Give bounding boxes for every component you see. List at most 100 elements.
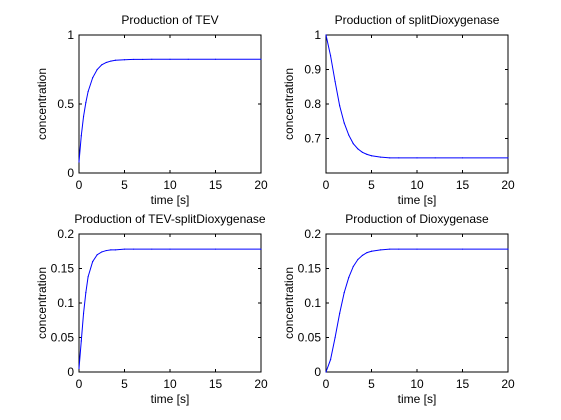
y-tick-label: 0 [67,365,74,379]
data-point [329,358,332,361]
data-point [110,249,112,251]
y-axis-label: concentration [282,68,296,140]
data-point [380,156,382,158]
x-tick-label: 20 [254,377,268,391]
axes-box [78,34,262,174]
y-tick-label: 0 [67,166,74,180]
x-tick-label: 10 [163,178,177,192]
y-tick-label: 0.2 [304,227,321,241]
x-axis-label: time [s] [151,193,190,207]
y-tick-label: 0.05 [51,331,75,345]
data-point [133,248,135,250]
data-point [110,60,112,62]
data-point [142,58,144,61]
data-point [101,251,103,253]
data-point [101,64,103,66]
data-point [334,80,336,83]
data-point [361,254,363,256]
data-point [339,105,341,107]
data-point [260,248,262,250]
x-tick-label: 15 [456,178,470,192]
x-tick-label: 5 [121,377,128,391]
data-point [133,58,135,61]
data-point [343,292,345,294]
chart-panel-2: Production of splitDioxygenase 0 5 10 15 20 0.… [282,13,515,207]
data-point [82,115,85,118]
data-point [380,249,382,251]
x-tick-label: 10 [410,377,424,391]
data-point [78,367,80,370]
data-point [260,58,262,60]
data-point [169,58,171,60]
data-point [151,58,153,60]
data-point [357,148,359,150]
x-axis-label: time [s] [398,392,437,406]
data-point [87,90,89,93]
data-point [339,312,341,314]
x-tick-label: 10 [163,377,177,391]
data-point [87,276,89,278]
data-point [357,258,359,261]
y-tick-label: 0.1 [57,296,74,310]
y-tick-label: 0.7 [304,132,321,146]
data-point [334,336,336,339]
data-point [389,248,391,250]
y-tick-label: 0.15 [51,262,75,276]
x-tick-label: 15 [209,178,223,192]
chart-panel-1: Production of TEV 0 5 10 15 20 0 0.5 1 time [s] co… [35,13,268,207]
data-point [352,143,354,145]
data-point [214,248,217,250]
x-tick-label: 0 [323,377,330,391]
x-tick-label: 5 [121,178,128,192]
data-point [78,161,80,163]
data-point [80,340,82,342]
data-point [92,261,94,263]
y-tick-label: 1 [67,28,74,42]
x-tick-label: 5 [368,178,375,192]
data-point [343,122,345,124]
y-axis-label: concentration [35,267,49,339]
data-point [398,157,400,159]
data-point [187,58,189,60]
y-tick-label: 0.15 [298,262,322,276]
axes-box [78,233,262,373]
x-tick-label: 5 [368,377,375,391]
data-point [114,249,116,251]
data-point [507,157,509,159]
data-point [169,248,171,250]
chart-panel-3: Production of TEV-splitDioxygenase 0 5 10 15… [35,212,268,406]
data-point [370,250,373,252]
data-point [348,276,350,279]
x-tick-label: 0 [76,377,83,391]
data-point [105,61,107,64]
data-point [325,34,327,36]
data-point [80,135,82,137]
data-point [85,102,87,104]
x-axis-label: time [s] [398,193,437,207]
y-axis-label: concentration [35,68,49,140]
chart-panel-4: Production of Dioxygenase 0 5 10 15 20 0 0.05 0.… [282,212,515,406]
axes-box [325,233,509,373]
x-tick-label: 20 [501,178,515,192]
data-point [96,254,98,256]
data-point [366,153,368,155]
y-tick-label: 0.8 [304,97,321,111]
series-line [325,34,508,159]
x-tick-label: 0 [323,178,330,192]
data-point [114,59,116,61]
data-point [85,292,87,294]
data-point [398,248,400,250]
data-point [361,151,363,153]
chart-title: Production of TEV-splitDioxygenase [74,212,266,226]
y-tick-label: 0.2 [57,227,74,241]
data-point [416,248,418,250]
x-axis-label: time [s] [151,392,190,406]
data-point [461,248,464,250]
data-point [325,371,327,373]
axes-box [325,34,509,174]
data-point [507,248,509,250]
chart-title: Production of splitDioxygenase [335,13,500,27]
chart-title: Production of TEV [121,13,218,27]
data-point [348,134,350,136]
